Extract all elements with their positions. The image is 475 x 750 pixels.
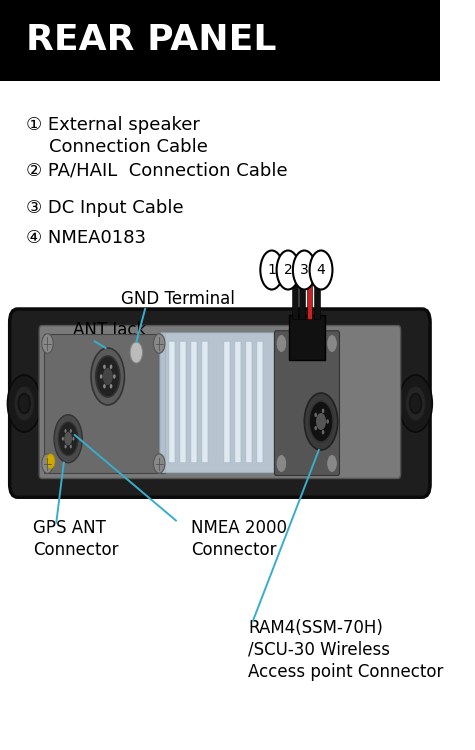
Circle shape xyxy=(62,436,64,441)
Circle shape xyxy=(322,430,324,434)
Circle shape xyxy=(293,251,316,290)
Text: 4: 4 xyxy=(317,263,325,277)
Circle shape xyxy=(153,334,165,353)
Circle shape xyxy=(110,364,113,369)
Text: GPS ANT
Connector: GPS ANT Connector xyxy=(33,519,118,560)
Circle shape xyxy=(42,454,53,473)
Text: REAR PANEL: REAR PANEL xyxy=(27,23,277,58)
FancyBboxPatch shape xyxy=(169,341,175,463)
FancyBboxPatch shape xyxy=(246,341,252,463)
Circle shape xyxy=(309,401,333,442)
Circle shape xyxy=(110,384,113,388)
Circle shape xyxy=(103,364,106,369)
Circle shape xyxy=(14,386,35,422)
Text: ③ DC Input Cable: ③ DC Input Cable xyxy=(27,199,184,217)
Circle shape xyxy=(327,334,337,352)
Circle shape xyxy=(8,375,41,432)
Circle shape xyxy=(327,454,337,472)
Circle shape xyxy=(399,375,432,432)
Circle shape xyxy=(46,454,55,469)
FancyBboxPatch shape xyxy=(224,341,230,463)
FancyBboxPatch shape xyxy=(257,341,263,463)
Circle shape xyxy=(314,413,317,417)
FancyBboxPatch shape xyxy=(299,255,305,319)
Text: 2: 2 xyxy=(284,263,293,277)
FancyBboxPatch shape xyxy=(235,341,241,463)
FancyBboxPatch shape xyxy=(293,255,298,319)
Text: 1: 1 xyxy=(267,263,276,277)
Circle shape xyxy=(260,251,283,290)
Circle shape xyxy=(54,415,82,463)
Circle shape xyxy=(70,445,72,448)
FancyBboxPatch shape xyxy=(39,326,400,478)
FancyBboxPatch shape xyxy=(10,309,430,497)
Circle shape xyxy=(58,422,78,455)
Circle shape xyxy=(130,342,142,363)
FancyBboxPatch shape xyxy=(314,255,320,319)
Circle shape xyxy=(103,384,106,388)
Circle shape xyxy=(65,445,67,448)
FancyBboxPatch shape xyxy=(44,334,165,472)
FancyBboxPatch shape xyxy=(160,333,276,472)
Circle shape xyxy=(65,429,67,433)
Circle shape xyxy=(91,348,124,405)
FancyBboxPatch shape xyxy=(289,315,324,360)
FancyBboxPatch shape xyxy=(275,331,340,476)
Circle shape xyxy=(72,436,75,441)
Circle shape xyxy=(19,394,30,413)
FancyBboxPatch shape xyxy=(0,0,440,81)
Text: GND Terminal: GND Terminal xyxy=(121,290,235,308)
Circle shape xyxy=(100,374,103,379)
Circle shape xyxy=(103,368,113,385)
Text: ④ NMEA0183: ④ NMEA0183 xyxy=(27,229,146,247)
Circle shape xyxy=(310,251,332,290)
Circle shape xyxy=(276,334,287,352)
Circle shape xyxy=(304,393,338,450)
Circle shape xyxy=(410,394,421,413)
Circle shape xyxy=(42,334,53,353)
FancyBboxPatch shape xyxy=(202,341,208,463)
Circle shape xyxy=(95,356,120,397)
Circle shape xyxy=(113,374,115,379)
Circle shape xyxy=(326,419,329,424)
Circle shape xyxy=(153,454,165,473)
Circle shape xyxy=(70,429,72,433)
Circle shape xyxy=(316,413,326,430)
Circle shape xyxy=(405,386,426,422)
Text: ② PA/HAIL  Connection Cable: ② PA/HAIL Connection Cable xyxy=(27,161,288,179)
Circle shape xyxy=(64,432,72,445)
Text: 3: 3 xyxy=(300,263,309,277)
Circle shape xyxy=(314,426,317,430)
Text: ANT Jack: ANT Jack xyxy=(73,321,146,339)
Circle shape xyxy=(276,454,287,472)
Text: ① External speaker
    Connection Cable: ① External speaker Connection Cable xyxy=(27,116,208,157)
FancyBboxPatch shape xyxy=(306,255,312,319)
Text: RAM4(SSM-70H)
/SCU-30 Wireless
Access point Connector: RAM4(SSM-70H) /SCU-30 Wireless Access po… xyxy=(248,619,444,681)
Circle shape xyxy=(276,251,299,290)
Text: NMEA 2000
Connector: NMEA 2000 Connector xyxy=(191,519,287,560)
FancyBboxPatch shape xyxy=(191,341,197,463)
FancyBboxPatch shape xyxy=(180,341,186,463)
Circle shape xyxy=(322,409,324,413)
